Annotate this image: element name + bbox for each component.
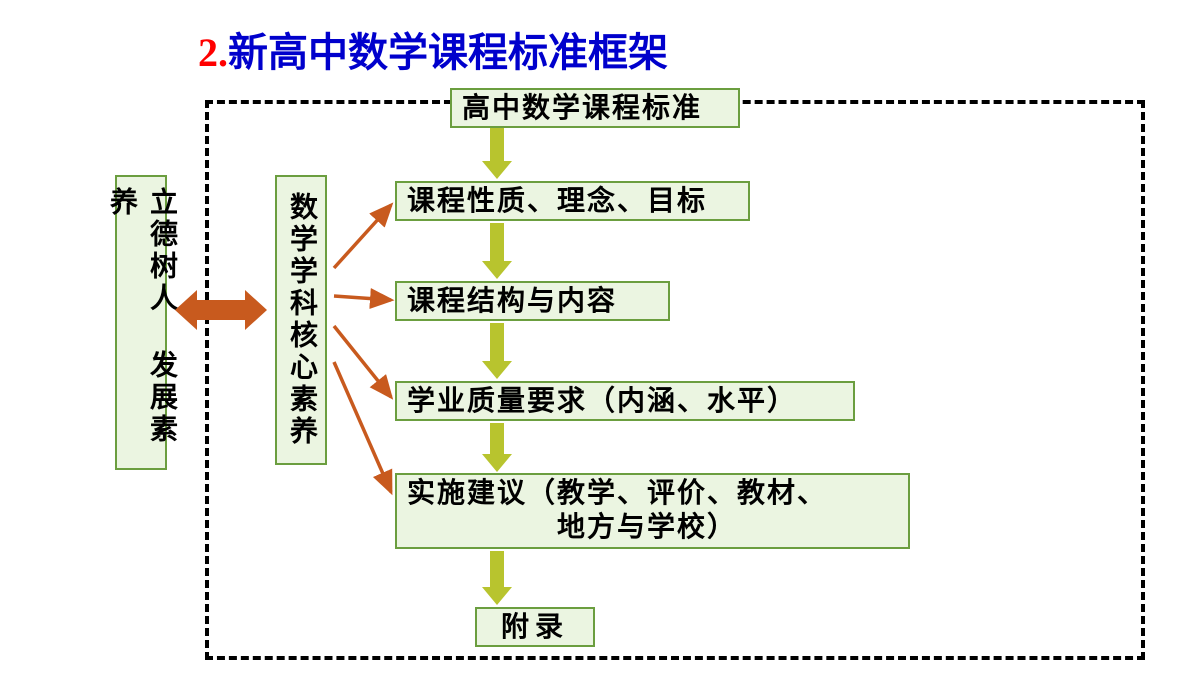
diag-arrow-3 <box>334 362 391 492</box>
double-arrow <box>175 290 267 330</box>
down-arrow-3 <box>482 423 512 472</box>
diag-arrow-2 <box>334 326 391 397</box>
down-arrow-2 <box>482 323 512 379</box>
down-arrow-4 <box>482 551 512 605</box>
down-arrow-1 <box>482 223 512 279</box>
arrow-layer <box>0 0 1200 680</box>
diag-arrow-1 <box>334 296 391 300</box>
diag-arrow-0 <box>334 205 391 268</box>
down-arrow-0 <box>482 128 512 179</box>
